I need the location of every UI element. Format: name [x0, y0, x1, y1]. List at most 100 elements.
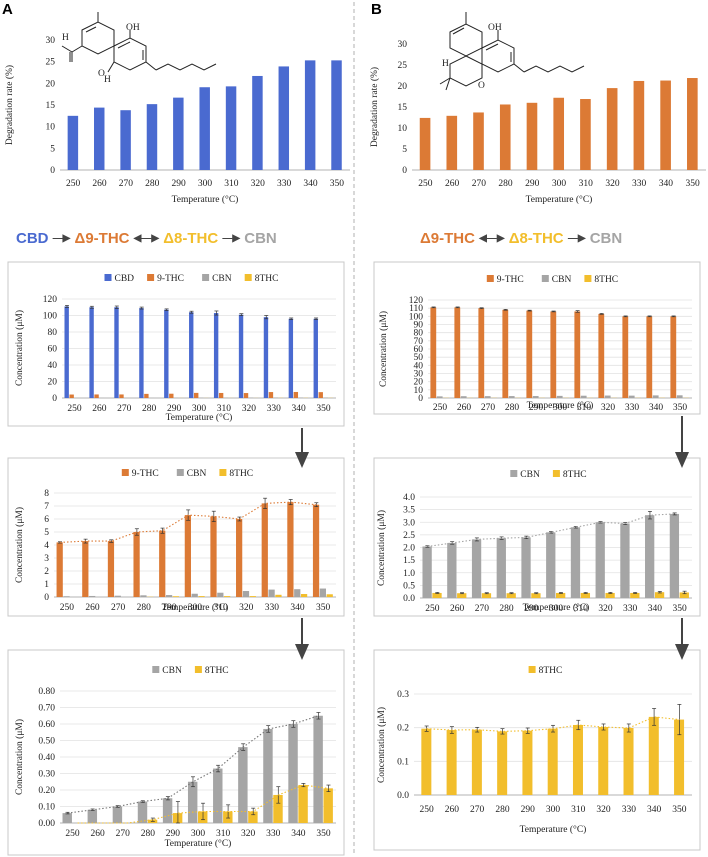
x-axis-title: Temperature (°C) [526, 194, 593, 205]
y-tick-label: 80 [414, 329, 424, 339]
y-tick-label: 70 [414, 337, 424, 347]
x-tick-label: 350 [673, 604, 688, 614]
y-axis-title: Concentration (μM) [14, 310, 25, 386]
bar-8thc [471, 729, 482, 795]
reaction-scheme-a: CBD —▶ Δ9-THC ◀—▶ Δ8-THC —▶ CBN [16, 228, 277, 247]
y-axis-title: Concentration (μM) [378, 311, 389, 387]
bar-9-thc [261, 503, 268, 597]
x-tick-label: 250 [60, 603, 75, 613]
panel-label-b: B [371, 1, 382, 18]
bar-8thc [457, 593, 467, 598]
bar-9-thc [107, 541, 115, 597]
bar-8thc [275, 594, 282, 597]
y-tick-label: 40 [414, 361, 424, 371]
y-tick-label: 0.80 [38, 687, 55, 697]
bar-8thc [547, 728, 558, 795]
legend-swatch-cbn [152, 666, 160, 673]
bar-cbn [238, 747, 248, 823]
bar-9-thc [119, 394, 124, 398]
x-tick-label: 280 [499, 604, 514, 614]
legend-swatch-8thc [219, 469, 227, 476]
chart-b-concentration-8thc: 0.0 0.1 0.2 0.3 250 260 270 280 290 300 310 320 330 3… [376, 666, 692, 835]
bar-cbn [112, 806, 123, 823]
bar-9-thc [478, 308, 485, 398]
bar-8thc [580, 592, 591, 598]
x-tick-label: 320 [605, 179, 620, 189]
bar-cbn [546, 532, 556, 598]
x-tick-label: 260 [91, 829, 106, 839]
cbd-h-label: H [62, 33, 69, 43]
y-tick-label: 60 [414, 345, 424, 355]
bar-9-thc [218, 392, 224, 398]
x-tick-label: 340 [290, 603, 305, 613]
x-axis-title: Temperature (°C) [172, 194, 239, 205]
chart-box-a1 [7, 261, 345, 427]
bar-value [67, 115, 79, 170]
bar-8thc [674, 719, 685, 795]
x-tick-label: 310 [216, 829, 231, 839]
bar-9-thc [430, 307, 437, 398]
x-tick-label: 320 [241, 829, 256, 839]
bar-cbd [288, 318, 294, 398]
bar-value [526, 102, 538, 170]
x-tick-label: 280 [498, 179, 513, 189]
x-tick-label: 250 [418, 179, 433, 189]
bar-cbn [319, 588, 326, 597]
bar-8thc [198, 596, 205, 597]
y-tick-label: 50 [414, 353, 424, 363]
x-tick-label: 310 [577, 403, 592, 413]
bar-cbn [580, 395, 587, 398]
thc-oh-label: OH [488, 23, 502, 33]
bar-value [252, 75, 263, 170]
x-axis-title: Temperature (°C) [523, 602, 590, 613]
legend-label-8thc: 8THC [539, 666, 563, 676]
reaction-9thc: Δ9-THC [75, 230, 130, 247]
bar-cbn [628, 395, 635, 398]
x-tick-label: 320 [239, 603, 254, 613]
x-tick-label: 260 [85, 603, 100, 613]
panel-label-a: A [2, 1, 13, 18]
legend-swatch-8thc [552, 470, 560, 477]
bar-9-thc [94, 394, 99, 398]
bar-value [120, 110, 131, 170]
y-tick-label: 30 [414, 370, 424, 380]
bar-cbn [165, 595, 173, 597]
bar-value [606, 88, 618, 170]
bar-9-thc [169, 393, 174, 398]
y-tick-label: 0 [50, 166, 55, 176]
trendline-8thc [426, 716, 680, 732]
y-tick-label: 8 [44, 489, 49, 499]
x-tick-label: 280 [137, 603, 152, 613]
x-tick-label: 310 [574, 604, 589, 614]
reaction-arrow-3: —▶ [222, 233, 241, 244]
legend-swatch-cbn [176, 469, 184, 476]
x-tick-label: 350 [686, 179, 701, 189]
chart-a-concentration-cbn-8thc: 0.00 0.10 0.20 0.30 0.40 0.50 0.60 0.70 0.80 250 2… [14, 666, 336, 849]
y-tick-label: 15 [46, 101, 56, 111]
bar-cbd [313, 318, 318, 398]
x-axis-title: Temperature (°C) [527, 400, 594, 411]
x-tick-label: 280 [495, 805, 510, 815]
x-tick-label: 300 [198, 179, 213, 189]
bar-cbd [263, 317, 269, 398]
reaction-arrow-1: —▶ [53, 233, 72, 244]
y-tick-label: 0.20 [38, 786, 55, 796]
reaction-8thc: Δ8-THC [163, 230, 218, 247]
bar-9-thc [287, 502, 294, 597]
reaction-b-arrow-1: ◀—▶ [478, 233, 506, 244]
bar-9-thc [194, 392, 199, 398]
bar-9-thc [526, 310, 533, 398]
reaction-b-arrow-2: —▶ [568, 233, 587, 244]
bar-cbn [508, 396, 515, 398]
cbd-oh-label: OH [126, 23, 140, 33]
legend-swatch-8thc [528, 666, 536, 673]
bar-value [278, 66, 290, 170]
y-axis-title: Degradation rate (%) [4, 65, 15, 145]
y-tick-label: 20 [414, 378, 424, 388]
bar-9-thc [646, 316, 653, 398]
x-tick-label: 280 [505, 403, 520, 413]
bar-cbn [313, 715, 323, 823]
x-tick-label: 350 [330, 179, 345, 189]
x-tick-label: 340 [647, 805, 662, 815]
